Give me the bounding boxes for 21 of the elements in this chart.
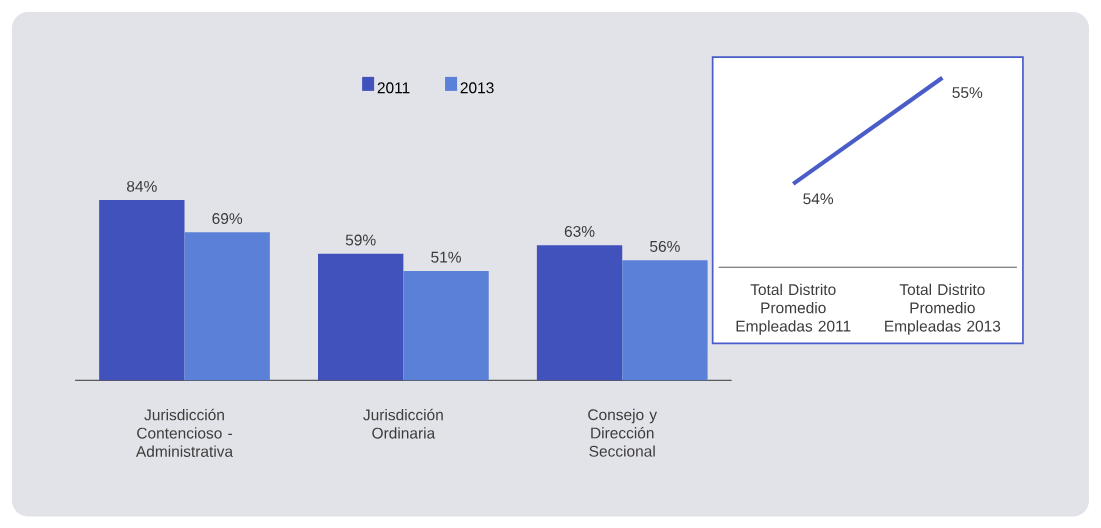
data-label: 63% [564,225,595,237]
data-label: 51% [431,251,461,263]
data-label: 69% [212,212,243,224]
data-label: 84% [127,180,157,192]
x-tick-label: Total Distrito Promedio Empleadas 2013 [885,283,1001,335]
data-label: 59% [345,234,376,246]
bar [536,244,623,381]
bar [318,253,404,381]
bar [403,270,489,381]
x-tick-label: Consejo y Dirección Seccional [588,408,658,457]
legend-label: 2013 [460,82,494,94]
x-tick-label: Jurisdicción Contencioso - Administrativa [135,408,234,457]
legend-label: 2011 [377,82,410,94]
data-label: 54% [803,193,834,204]
bar [99,199,185,381]
bar [184,232,270,381]
data-label: 55% [952,86,983,98]
data-label: 56% [650,240,680,252]
x-tick-label: Total Distrito Promedio Empleadas 2011 [736,283,851,335]
x-tick-label: Jurisdicción Ordinaria [363,408,443,439]
bar [622,259,708,381]
